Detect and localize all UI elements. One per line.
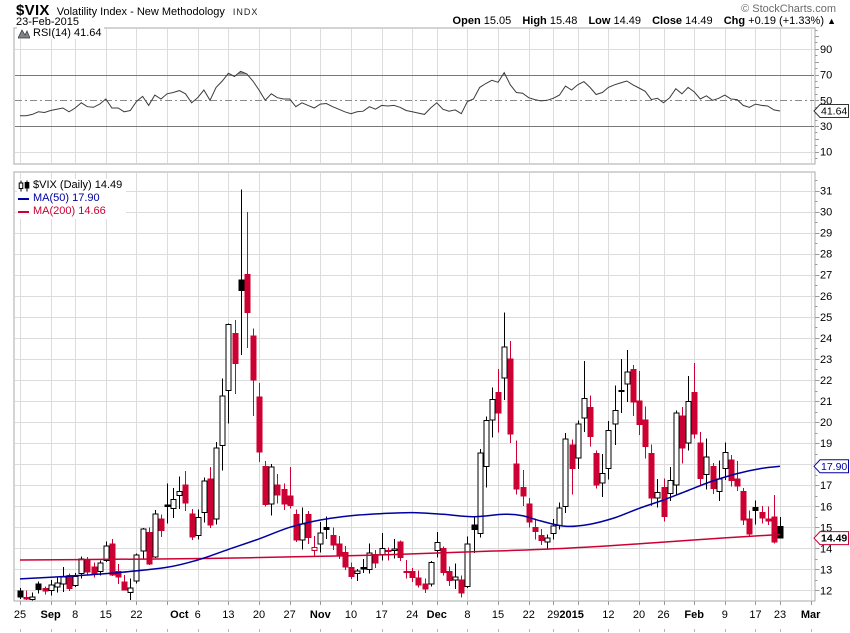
svg-text:17: 17 (820, 480, 832, 492)
svg-text:24: 24 (406, 609, 418, 621)
svg-text:29: 29 (547, 609, 559, 621)
svg-text:23: 23 (820, 354, 832, 366)
low-label: Low (588, 15, 611, 27)
ohlc-quote-row: Open 15.05 High 15.48 Low 14.49 Close 14… (453, 15, 836, 27)
price-panel-legend: $VIX (Daily) 14.49 MA(50) 17.90 MA(200) … (17, 179, 127, 219)
svg-text:Nov: Nov (310, 609, 332, 621)
svg-text:8: 8 (464, 609, 470, 621)
ma50-line (19, 465, 781, 580)
svg-text:25: 25 (820, 312, 832, 324)
svg-text:30: 30 (820, 207, 832, 219)
exchange-label: INDX (232, 7, 259, 17)
rsi-panel-legend: RSI(14) 41.64 (17, 27, 105, 39)
svg-text:21: 21 (820, 396, 832, 408)
svg-text:25: 25 (14, 609, 26, 621)
svg-text:9: 9 (722, 609, 728, 621)
svg-text:14: 14 (820, 543, 832, 555)
svg-text:15: 15 (492, 609, 504, 621)
svg-text:20: 20 (253, 609, 265, 621)
svg-text:Feb: Feb (684, 609, 704, 621)
svg-text:Mar: Mar (801, 609, 821, 621)
svg-text:23: 23 (774, 609, 786, 621)
price-legend-text: $VIX (Daily) 14.49 (33, 179, 123, 191)
svg-text:22: 22 (820, 375, 832, 387)
svg-text:28: 28 (820, 249, 832, 261)
low-value: 14.49 (613, 15, 642, 27)
svg-text:20: 20 (820, 417, 832, 429)
rsi-guide-lines (15, 49, 814, 153)
ma50-legend-row: MA(50) 17.90 (18, 192, 122, 205)
open-value: 15.05 (483, 15, 512, 27)
price-legend-row: $VIX (Daily) 14.49 (18, 179, 122, 192)
svg-text:14.49: 14.49 (821, 533, 847, 545)
close-label: Close (652, 15, 683, 27)
svg-text:12: 12 (820, 585, 832, 597)
symbol: $VIX (16, 2, 50, 19)
rsi-indicator-icon (18, 29, 30, 39)
weekly-gridlines (20, 29, 812, 600)
svg-text:10: 10 (820, 147, 832, 159)
ma50-value-box: 17.90 (813, 459, 849, 474)
svg-text:27: 27 (284, 609, 296, 621)
chart-date: 23-Feb-2015 (16, 16, 79, 28)
svg-text:30: 30 (820, 121, 832, 133)
copyright-notice: © StockCharts.com (741, 3, 836, 15)
svg-text:29: 29 (820, 228, 832, 240)
svg-text:27: 27 (820, 270, 832, 282)
svg-text:16: 16 (820, 501, 832, 513)
svg-text:20: 20 (633, 609, 645, 621)
panel-borders (13, 27, 816, 602)
svg-text:13: 13 (222, 609, 234, 621)
svg-text:Sep: Sep (41, 609, 61, 621)
chart-header: $VIX Volatility Index - New Methodology … (16, 2, 258, 19)
ma200-legend-row: MA(200) 14.66 (18, 205, 122, 218)
svg-text:90: 90 (820, 44, 832, 56)
symbol-description: Volatility Index - New Methodology (56, 6, 225, 18)
close-value: 14.49 (685, 15, 713, 27)
rsi-legend-text: RSI(14) 41.64 (33, 27, 102, 39)
x-axis-labels: 25 Sep 8 15 22 Oct 6 13 20 27 Nov 10 17 24 Dec 8 15 22 29 2… (14, 609, 821, 621)
svg-text:13: 13 (820, 564, 832, 576)
svg-text:41.64: 41.64 (821, 105, 847, 117)
ma200-legend-text: MA(200) 14.66 (33, 205, 106, 217)
ma200-line (19, 533, 781, 561)
candlestick-icon (18, 180, 30, 191)
svg-text:6: 6 (195, 609, 201, 621)
svg-text:22: 22 (523, 609, 535, 621)
change-label: Chg (723, 15, 746, 27)
svg-text:17.90: 17.90 (821, 461, 847, 473)
high-label: High (522, 15, 547, 27)
rsi-series (20, 70, 781, 117)
x-axis-ticks (20, 601, 812, 632)
svg-text:Dec: Dec (427, 609, 447, 621)
svg-text:70: 70 (820, 70, 832, 82)
svg-text:26: 26 (820, 291, 832, 303)
right-axis (815, 30, 820, 591)
ma50-line-swatch (18, 197, 29, 200)
svg-text:2015: 2015 (559, 609, 583, 621)
change-value: +0.19 (+1.33%) (748, 15, 825, 27)
open-label: Open (452, 15, 481, 27)
svg-text:10: 10 (345, 609, 357, 621)
ma200-line-swatch (18, 210, 29, 213)
svg-text:Oct: Oct (170, 609, 189, 621)
svg-text:17: 17 (375, 609, 387, 621)
svg-text:19: 19 (820, 438, 832, 450)
change-up-arrow-icon: ▲ (827, 16, 836, 26)
svg-text:24: 24 (820, 333, 832, 345)
right-axis-labels: 1213141516171819202122232425262728293031… (820, 44, 832, 598)
high-value: 15.48 (549, 15, 578, 27)
rsi-value-box: 41.64 (813, 104, 849, 118)
svg-text:12: 12 (602, 609, 614, 621)
svg-text:26: 26 (657, 609, 669, 621)
svg-text:8: 8 (72, 609, 78, 621)
svg-text:22: 22 (130, 609, 142, 621)
ma50-legend-text: MA(50) 17.90 (33, 192, 100, 204)
svg-text:15: 15 (100, 609, 112, 621)
svg-text:17: 17 (749, 609, 761, 621)
last-price-box: 14.49 (813, 531, 849, 546)
svg-text:31: 31 (820, 186, 832, 198)
